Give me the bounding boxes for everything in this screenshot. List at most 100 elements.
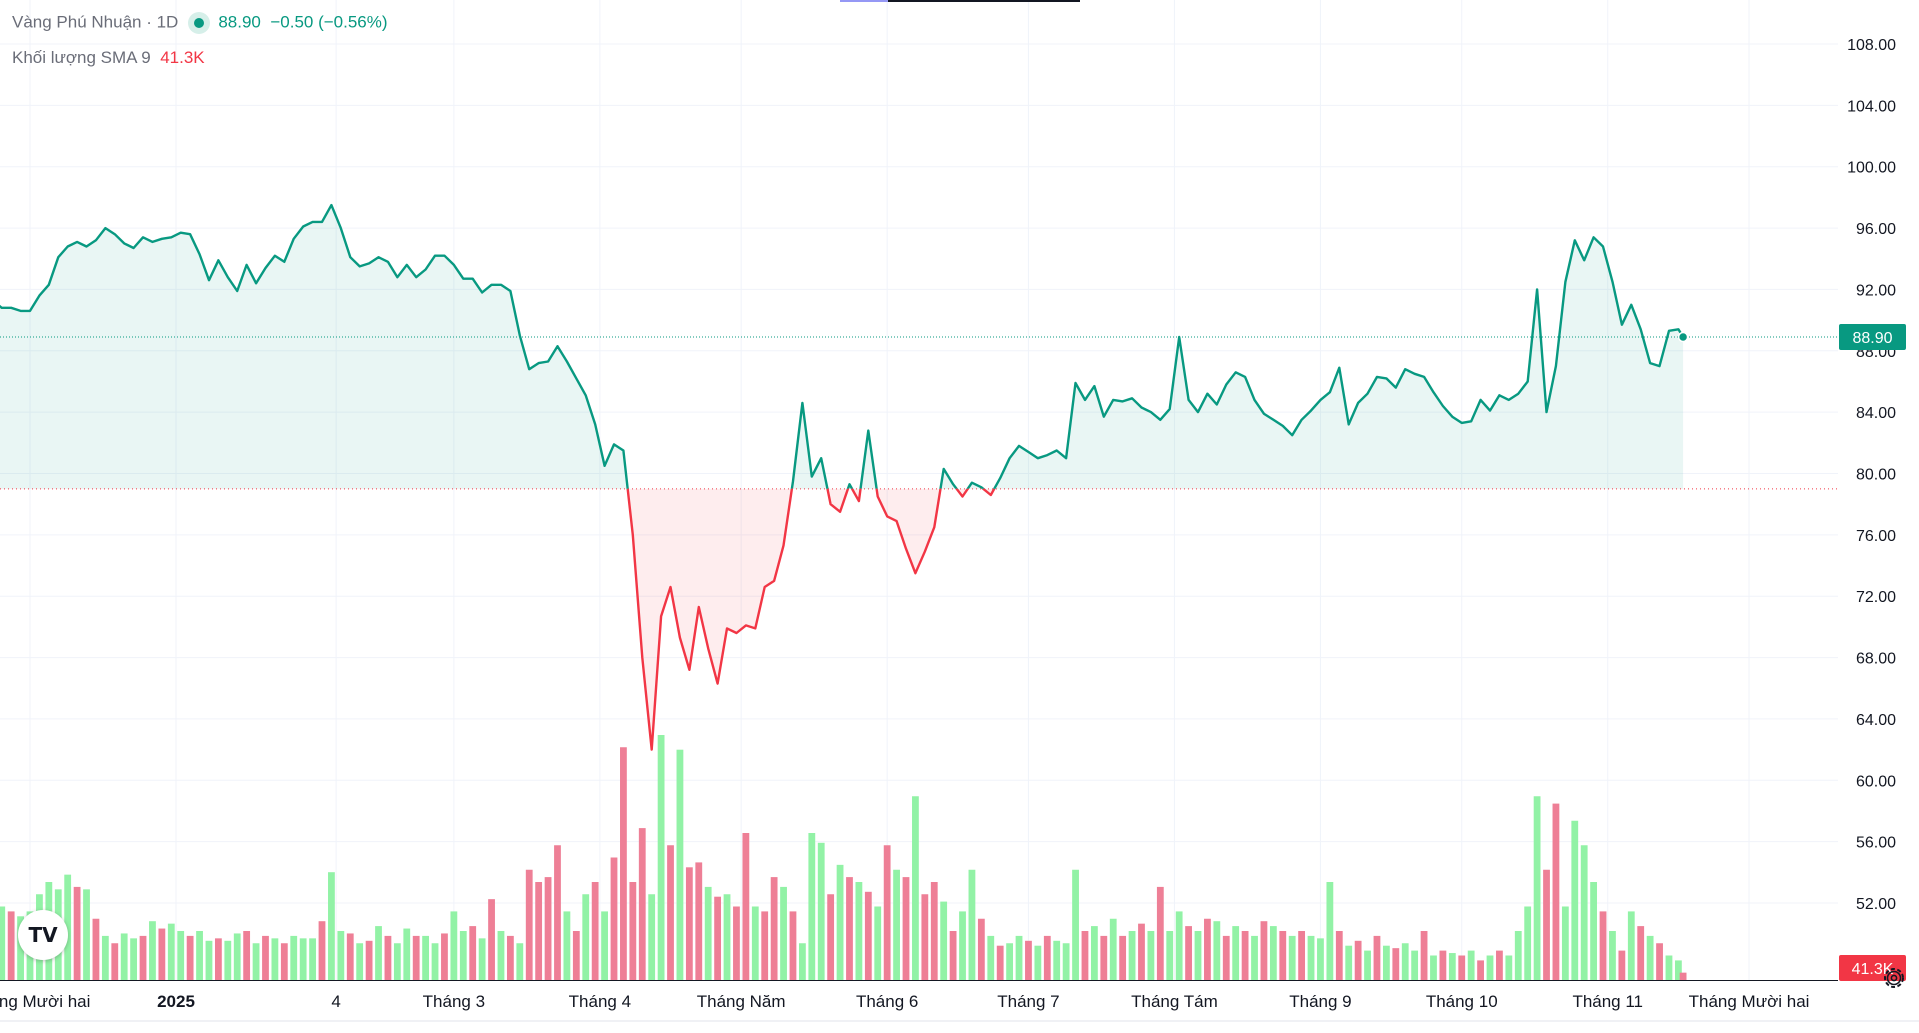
volume-bar	[676, 749, 684, 980]
volume-bar	[337, 931, 345, 980]
volume-bar	[912, 796, 919, 980]
volume-bar	[1382, 945, 1390, 980]
volume-bar	[1062, 943, 1070, 980]
volume-bar	[431, 943, 439, 980]
y-tick-label: 80.00	[1856, 467, 1896, 484]
volume-bar	[1430, 955, 1437, 980]
volume-bar	[506, 935, 514, 980]
volume-bar	[64, 874, 72, 980]
volume-bar	[685, 867, 693, 980]
volume-bar	[111, 943, 119, 980]
volume-bar	[1354, 940, 1362, 980]
volume-bar	[280, 943, 288, 980]
y-tick-label: 104.00	[1847, 98, 1896, 115]
volume-bar	[808, 833, 816, 980]
volume-bar	[1561, 906, 1569, 980]
volume-bar	[1081, 931, 1089, 980]
symbol-legend[interactable]: Vàng Phú Nhuận · 1D 88.90 −0.50 (−0.56%)	[12, 12, 388, 34]
volume-bar	[309, 938, 316, 980]
volume-bar	[1194, 931, 1202, 980]
volume-bar	[1166, 931, 1174, 980]
volume-bar	[695, 862, 703, 980]
y-tick-label: 52.00	[1856, 896, 1896, 913]
price-area-above-baseline	[0, 205, 1684, 489]
volume-bar	[252, 943, 260, 980]
volume-bar	[789, 911, 797, 980]
volume-bar	[1156, 886, 1164, 980]
volume-bar	[224, 940, 232, 980]
volume-bar	[544, 877, 552, 980]
y-tick-label: 64.00	[1856, 712, 1896, 729]
x-tick-label: Tháng 7	[997, 992, 1059, 1011]
volume-bar	[459, 931, 467, 980]
x-tick-label: Tháng 9	[1289, 992, 1351, 1011]
volume-bar	[846, 877, 853, 980]
x-tick-label: Tháng Năm	[697, 992, 786, 1011]
volume-bar	[1232, 926, 1240, 980]
volume-bar	[761, 911, 769, 980]
x-tick-label: Tháng 10	[1426, 992, 1498, 1011]
volume-bar	[949, 931, 957, 980]
volume-bar	[1128, 931, 1136, 980]
volume-bar	[1288, 935, 1296, 980]
volume-bar	[412, 935, 420, 980]
volume-legend[interactable]: Khối lượng SMA 9 41.3K	[12, 48, 205, 68]
volume-bar	[1279, 931, 1287, 980]
tradingview-logo-icon[interactable]: TV	[18, 910, 68, 960]
volume-bar	[1514, 931, 1522, 980]
volume-bar	[1222, 935, 1230, 980]
volume-bar	[610, 857, 618, 980]
symbol-title: Vàng Phú Nhuận · 1D	[12, 12, 179, 32]
volume-bar	[817, 842, 825, 980]
volume-bar	[101, 935, 109, 980]
volume-bar	[930, 882, 938, 980]
volume-bar	[657, 735, 665, 980]
volume-bar	[940, 901, 948, 980]
volume-bar	[1364, 950, 1371, 980]
volume-bar	[478, 938, 486, 980]
volume-bar	[1458, 955, 1466, 980]
volume-bar	[450, 911, 458, 980]
volume-bar	[233, 933, 241, 980]
volume-bar	[205, 940, 213, 980]
price-line-up	[0, 203, 1685, 489]
volume-bar	[441, 933, 448, 980]
volume-bar	[196, 931, 203, 980]
volume-bar	[149, 921, 156, 980]
last-price-tag	[1839, 323, 1906, 350]
volume-bar	[535, 882, 543, 980]
volume-bar	[1147, 931, 1155, 980]
volume-bar	[243, 931, 251, 980]
volume-bar	[139, 935, 147, 980]
volume-bar	[733, 906, 740, 980]
settings-gear-icon[interactable]	[1881, 965, 1907, 991]
volume-bar	[1439, 950, 1447, 980]
volume-bar	[375, 926, 382, 980]
volume-bar	[1015, 935, 1023, 980]
volume-bar	[1392, 948, 1400, 980]
volume-bar	[1674, 960, 1682, 980]
volume-bar	[723, 894, 731, 980]
volume-bar	[290, 935, 298, 980]
volume-bar	[1204, 918, 1211, 980]
volume-bar	[73, 886, 81, 980]
y-tick-label: 72.00	[1856, 589, 1896, 606]
volume-bar	[572, 931, 580, 980]
volume-bar	[177, 931, 185, 980]
x-tick-label: Tháng Mười hai	[0, 992, 90, 1011]
volume-bar	[167, 923, 175, 980]
volume-bar	[1590, 882, 1598, 980]
y-tick-label: 108.00	[1847, 37, 1896, 54]
volume-bar	[620, 747, 627, 980]
y-tick-label: 68.00	[1856, 651, 1896, 668]
volume-bar	[798, 943, 806, 980]
volume-bar	[328, 872, 335, 980]
volume-bar	[1420, 931, 1428, 980]
x-tick-label: Tháng 4	[569, 992, 631, 1011]
volume-bar	[742, 833, 750, 980]
volume-bar	[346, 933, 354, 980]
volume-bar	[1326, 882, 1334, 980]
volume-bar	[1448, 953, 1456, 980]
volume-bar	[968, 869, 976, 980]
